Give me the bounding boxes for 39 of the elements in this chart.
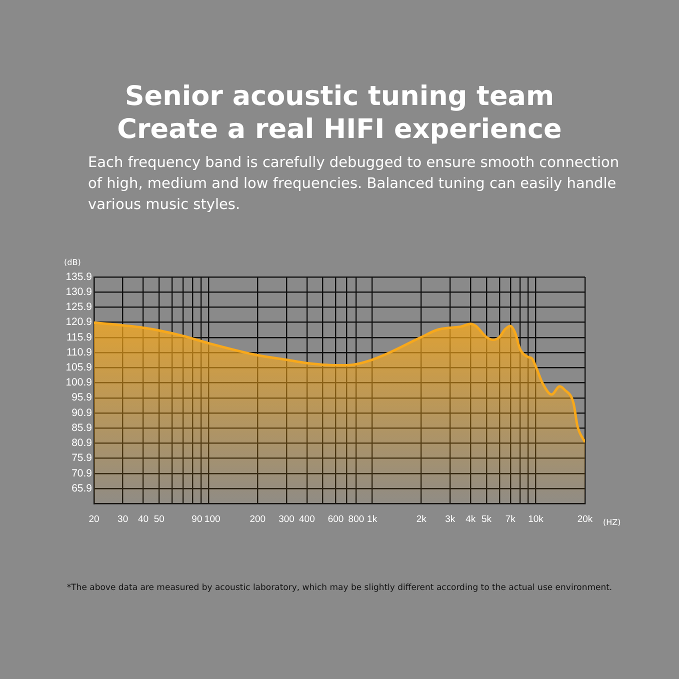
x-tick-label: 600 <box>328 514 344 525</box>
y-tick-label: 80.9 <box>72 437 92 450</box>
y-tick-label: 70.9 <box>72 467 92 480</box>
x-tick-label: 30 <box>118 514 128 525</box>
x-tick-label: 40 <box>138 514 149 525</box>
y-tick-label: 75.9 <box>72 452 92 464</box>
chart-subtitle: Each frequency band is carefully debugged to ensure smooth connection of high, medium and low frequencies. Balanced tuning can easily handle various music styles. <box>88 154 620 215</box>
x-tick-label: 400 <box>299 514 315 525</box>
y-tick-label: 115.9 <box>66 331 92 344</box>
x-tick-label: 50 <box>154 514 164 525</box>
x-axis-title: (HZ) <box>603 518 621 528</box>
text: *The above data are measured by acoustic laboratory, which may be slightly different according to the actual use environment. <box>66 583 614 593</box>
x-tick-label: 100 <box>204 514 220 525</box>
x-tick-label: 5k <box>481 514 492 525</box>
x-tick-label: 3k <box>445 514 456 525</box>
y-tick-label: 95.9 <box>72 392 92 404</box>
x-tick-label: 200 <box>250 514 266 525</box>
y-tick-label: 105.9 <box>66 362 92 374</box>
x-tick-label: 20 <box>88 514 100 525</box>
x-tick-label: 10k <box>528 514 544 525</box>
x-tick-label: 7k <box>505 514 516 525</box>
chart-title: Senior acoustic tuning team Create a real HIFI experience <box>116 80 563 146</box>
y-tick-label: 135.9 <box>66 270 92 283</box>
x-tick-label: 20k <box>577 514 593 525</box>
x-tick-label: 300 <box>278 514 294 525</box>
x-tick-label: 1k <box>367 514 378 525</box>
y-tick-label: 65.9 <box>72 482 92 494</box>
y-tick-label: 130.9 <box>66 286 92 298</box>
y-tick-label: 100.9 <box>66 376 92 389</box>
x-tick-label: 800 <box>348 514 364 525</box>
y-tick-label: 120.9 <box>66 316 92 328</box>
y-tick-label: 125.9 <box>66 301 92 314</box>
y-tick-label: 90.9 <box>72 406 92 419</box>
y-tick-label: 85.9 <box>72 422 92 434</box>
y-tick-label: 110.9 <box>66 346 92 358</box>
y-axis-title: (dB) <box>64 258 81 268</box>
x-tick-label: 90 <box>192 514 202 525</box>
x-tick-label: 2k <box>416 514 427 525</box>
x-tick-label: 4k <box>466 514 476 525</box>
